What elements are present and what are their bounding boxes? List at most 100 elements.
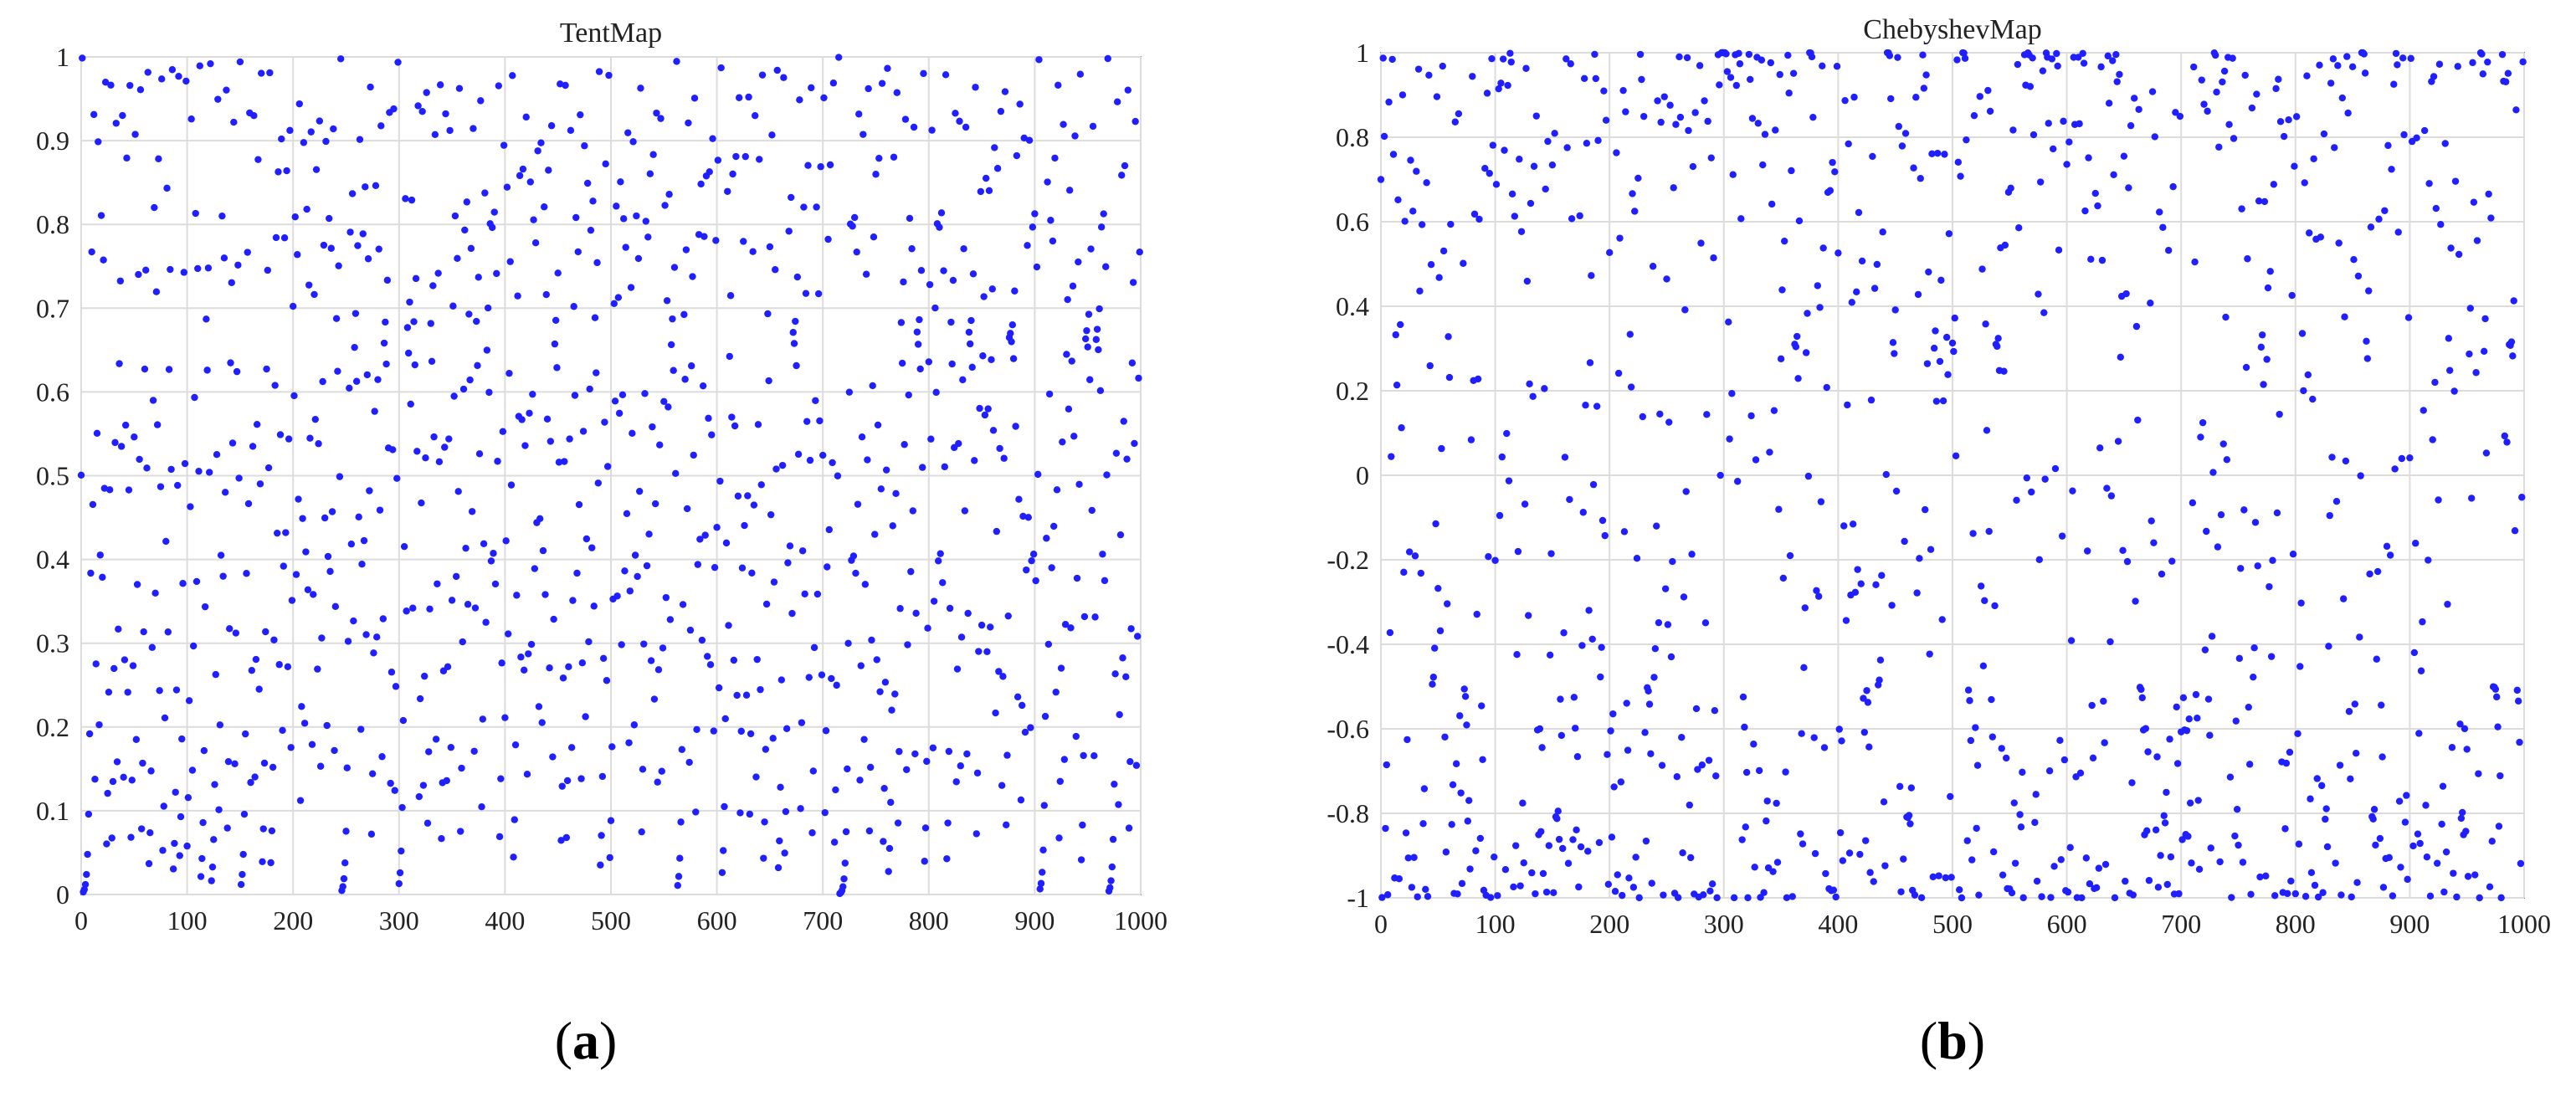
tentmap-point bbox=[857, 662, 865, 669]
chebyshevmap-point bbox=[2247, 890, 2255, 898]
chebyshevmap-point bbox=[2504, 69, 2512, 77]
chebyshevmap-point bbox=[1532, 889, 1539, 898]
tentmap-point bbox=[1089, 122, 1097, 131]
tentmap-point bbox=[982, 174, 990, 182]
tentmap-point bbox=[244, 249, 251, 256]
chebyshevmap-point bbox=[1507, 58, 1515, 66]
chebyshevmap-point bbox=[2391, 465, 2399, 473]
chebyshevmap-point bbox=[1772, 126, 1779, 134]
tentmap-point bbox=[916, 315, 923, 324]
chebyshevmap-point bbox=[2282, 759, 2291, 767]
chebyshevmap-point bbox=[1608, 833, 1616, 841]
tentmap-point bbox=[957, 762, 964, 770]
chebyshevmap-point bbox=[2328, 454, 2336, 461]
tentmap-point bbox=[700, 233, 708, 240]
chebyshevmap-point bbox=[2188, 859, 2195, 867]
tentmap-point bbox=[782, 807, 790, 816]
tentmap-y-tick-label: 1 bbox=[56, 42, 69, 72]
chebyshevmap-point bbox=[1845, 849, 1854, 857]
chebyshevmap-point bbox=[2255, 197, 2263, 205]
tentmap-point bbox=[228, 279, 235, 286]
chebyshevmap-point bbox=[1588, 635, 1596, 643]
chebyshevmap-point bbox=[1968, 856, 1976, 864]
tentmap-point bbox=[987, 623, 994, 631]
chebyshevmap-point bbox=[1865, 743, 1873, 751]
tentmap-point bbox=[452, 572, 460, 581]
chebyshevmap-point bbox=[1760, 889, 1768, 896]
tentmap-point bbox=[159, 847, 167, 854]
chebyshevmap-point bbox=[2050, 863, 2058, 870]
chebyshevmap-point bbox=[1942, 333, 1951, 341]
chebyshevmap-point bbox=[2041, 475, 2049, 483]
tentmap-point bbox=[925, 358, 933, 366]
tentmap-point bbox=[1028, 556, 1035, 565]
tentmap-point bbox=[672, 469, 680, 478]
chebyshevmap-point bbox=[1610, 783, 1618, 791]
tentmap-point bbox=[377, 122, 385, 130]
chebyshevmap-point bbox=[1523, 277, 1532, 285]
chebyshevmap-point bbox=[2335, 239, 2343, 247]
chebyshevmap-point bbox=[2060, 756, 2069, 764]
tentmap-point bbox=[625, 739, 633, 746]
tentmap-point bbox=[1047, 217, 1055, 224]
tentmap-point bbox=[697, 180, 705, 188]
chebyshevmap-point bbox=[2486, 883, 2494, 891]
tentmap-point bbox=[971, 457, 978, 464]
tentmap-point bbox=[642, 218, 649, 225]
tentmap-point bbox=[681, 376, 689, 383]
tentmap-point bbox=[121, 656, 129, 664]
tentmap-point bbox=[627, 284, 635, 291]
tentmap-point bbox=[328, 508, 336, 515]
chebyshevmap-point bbox=[2028, 488, 2035, 496]
tentmap-point bbox=[316, 117, 324, 125]
chebyshevmap-x-tick-label: 700 bbox=[2161, 909, 2201, 939]
tentmap-point bbox=[536, 515, 544, 523]
tentmap-point bbox=[904, 641, 911, 648]
tentmap-point bbox=[511, 741, 520, 749]
tentmap-point bbox=[675, 873, 683, 880]
tentmap-point bbox=[1118, 172, 1126, 179]
tentmap-point bbox=[968, 363, 976, 372]
tentmap-point bbox=[357, 725, 365, 733]
tentmap-point bbox=[97, 212, 105, 219]
tentmap-point bbox=[124, 689, 131, 696]
tentmap-point bbox=[839, 883, 847, 890]
chebyshevmap-point bbox=[1505, 477, 1513, 484]
tentmap-point bbox=[917, 267, 926, 274]
chebyshevmap-point bbox=[1763, 797, 1771, 805]
tentmap-point bbox=[304, 586, 312, 594]
tentmap-point bbox=[850, 213, 859, 222]
chebyshevmap-point bbox=[2493, 693, 2501, 701]
tentmap-point bbox=[1004, 612, 1012, 620]
tentmap-point bbox=[695, 231, 703, 238]
chebyshevmap-point bbox=[1708, 880, 1716, 888]
chebyshevmap-point bbox=[2386, 551, 2394, 559]
chebyshevmap-point bbox=[2319, 889, 2327, 896]
tentmap-point bbox=[423, 89, 430, 96]
tentmap-point bbox=[805, 674, 813, 681]
chebyshevmap-point bbox=[2040, 309, 2048, 316]
chebyshevmap-point bbox=[1398, 424, 1405, 432]
tentmap-point bbox=[250, 112, 258, 120]
tentmap-point bbox=[699, 382, 707, 390]
chebyshevmap-point bbox=[1823, 383, 1830, 392]
chebyshevmap-point bbox=[2204, 107, 2211, 115]
chebyshevmap-point bbox=[1985, 527, 1993, 536]
tentmap-point bbox=[211, 781, 218, 788]
chebyshevmap-point bbox=[1485, 553, 1492, 561]
chebyshevmap-point bbox=[1882, 470, 1890, 479]
tentmap-point bbox=[1064, 295, 1071, 304]
tentmap-point bbox=[172, 788, 179, 796]
chebyshevmap-point bbox=[2010, 799, 2018, 807]
tentmap-point bbox=[125, 486, 133, 494]
tentmap-point bbox=[253, 420, 261, 428]
tentmap-point bbox=[919, 464, 926, 471]
tentmap-point bbox=[669, 315, 676, 323]
tentmap-point bbox=[168, 66, 177, 74]
tentmap-point bbox=[965, 328, 973, 336]
tentmap-point bbox=[142, 266, 150, 274]
tentmap-point bbox=[573, 569, 581, 577]
chebyshevmap-point bbox=[1609, 710, 1617, 718]
chebyshevmap-point bbox=[2487, 214, 2495, 222]
tentmap-point bbox=[1083, 326, 1090, 335]
